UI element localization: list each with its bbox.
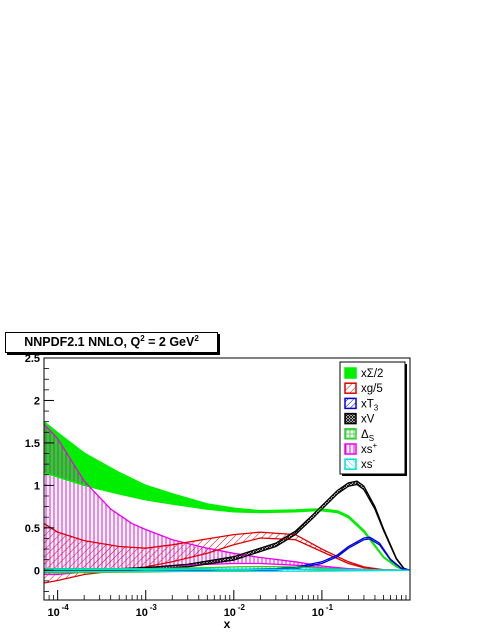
chart-title-sup2: 2: [194, 333, 199, 343]
x-tick-label: 10: [312, 607, 324, 619]
x-tick-exponent: -4: [62, 603, 70, 612]
chart-title: NNPDF2.1 NNLO, Q2 = 2 GeV2: [5, 332, 218, 353]
band-upper-sminus: [44, 568, 410, 571]
legend-label-sminus: xs-: [361, 456, 376, 471]
y-tick-label: 1.5: [25, 438, 40, 450]
legend-swatch-splus: [344, 443, 357, 455]
chart-title-sup1: 2: [140, 333, 145, 343]
axes-layer: 00.511.522.510 -4 10 -3 10 -2 10 -1x: [25, 353, 411, 631]
band-lower-sminus: [44, 569, 410, 572]
x-tick-exponent: -1: [326, 603, 334, 612]
legend-swatch-t3: [344, 397, 357, 410]
band-t3: [44, 537, 410, 572]
legend-swatch-sminus: [344, 458, 357, 470]
x-tick-label: 10: [48, 607, 60, 619]
legend-label-gluon: xg/5: [361, 383, 383, 395]
lines-layer: [44, 421, 410, 584]
x-tick-exponent: -2: [238, 603, 246, 612]
x-tick-label: 10: [224, 607, 236, 619]
y-tick-label: 0: [34, 565, 40, 577]
chart-title-mid: = 2 GeV: [144, 335, 195, 349]
y-tick-label: 2.5: [25, 353, 40, 365]
y-tick-label: 1: [34, 480, 40, 492]
legend-label-valence: xV: [361, 414, 375, 426]
chart-title-main: NNPDF2.1 NNLO, Q: [24, 335, 141, 349]
y-tick-label: 2: [34, 395, 40, 407]
legend-swatch-valence: [344, 412, 357, 425]
band-splus: [44, 424, 410, 575]
x-tick-exponent: -3: [150, 603, 158, 612]
band-lower-valence: [44, 483, 410, 571]
y-tick-label: 0.5: [25, 523, 40, 535]
band-upper-gluon: [44, 523, 410, 571]
legend-swatch-gluon: [344, 382, 357, 394]
x-tick-label: 10: [136, 607, 148, 619]
plot-frame: [43, 357, 411, 601]
band-lower-sigma: [44, 471, 410, 572]
band-lower-gluon: [44, 537, 410, 584]
x-axis-label: x: [224, 617, 231, 631]
legend-label-sigma: xΣ/2: [361, 368, 383, 380]
band-upper-splus: [44, 423, 410, 571]
legend-swatch-sigma: [344, 367, 357, 379]
legend-swatch-deltas: [344, 428, 357, 440]
